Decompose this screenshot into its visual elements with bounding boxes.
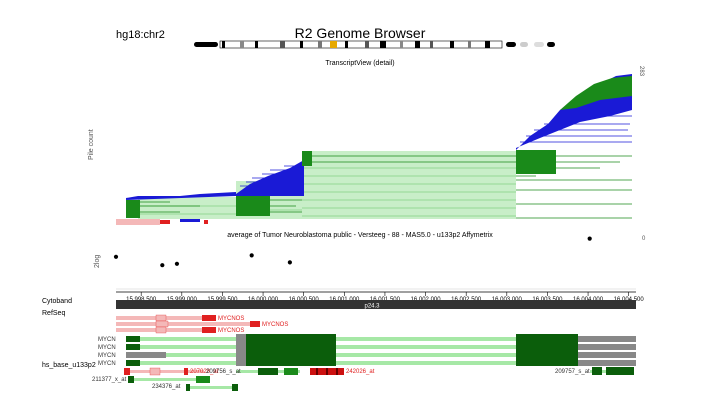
- pileup-plus-reads: [240, 115, 632, 187]
- refseq-track[interactable]: MYCNOS MYCNOS MYCNOS MYCN: [98, 314, 636, 367]
- probe-track[interactable]: 207028_at 209756_s_at 242026_at 209757_s…: [92, 367, 634, 391]
- probe-label: 209756_s_at: [206, 369, 241, 375]
- transcript-view-title: TranscriptView (detail): [325, 60, 395, 67]
- refseq-gene-label: MYCN: [98, 345, 116, 351]
- expression-point: [174, 261, 180, 266]
- expression-point: [287, 260, 292, 265]
- refseq-gene-mycnos-3[interactable]: MYCNOS: [116, 326, 244, 334]
- refseq-gene-label: MYCN: [98, 361, 116, 367]
- pileup-red-reads: [116, 219, 208, 225]
- expression-scale-label: 0: [642, 236, 646, 242]
- probe-label: 211377_x_at: [92, 377, 127, 383]
- probe-234376-at[interactable]: 234376_at: [152, 384, 238, 391]
- refseq-gene-mycn-4[interactable]: MYCN: [98, 358, 636, 367]
- probe-label: 234376_at: [152, 384, 181, 390]
- refseq-gene-mycnos-2[interactable]: MYCNOS: [116, 320, 288, 328]
- probe-label: 242026_at: [346, 369, 375, 375]
- probe-209757-s-at[interactable]: 209757_s_at: [555, 367, 634, 375]
- probe-207028-at[interactable]: 207028_at: [124, 367, 219, 376]
- probe-label: 209757_s_at: [555, 369, 590, 375]
- refseq-gene-label: MYCNOS: [218, 316, 244, 322]
- pileup-minus-reads: [140, 155, 632, 219]
- refseq-gene-mycn-2[interactable]: MYCN: [98, 342, 636, 351]
- page-title: R2 Genome Browser: [294, 25, 426, 41]
- refseq-gene-label: MYCN: [98, 337, 116, 343]
- refseq-gene-mycn-1[interactable]: MYCN: [98, 334, 636, 343]
- refseq-gene-label: MYCNOS: [218, 328, 244, 334]
- probe-track-label: hs_base_u133p2: [42, 362, 96, 369]
- expression-point: [160, 263, 165, 268]
- refseq-gene-label: MYCNOS: [262, 322, 288, 328]
- chromosome-ideogram[interactable]: [194, 40, 555, 49]
- refseq-gene-mycnos-1[interactable]: MYCNOS: [116, 314, 244, 322]
- cytoband-track[interactable]: p24.3: [116, 300, 636, 310]
- cytoband-track-label: Cytoband: [42, 298, 72, 305]
- probe-242026-at[interactable]: 242026_at: [310, 368, 375, 375]
- probe-209756-s-at[interactable]: 209756_s_at: [206, 368, 300, 375]
- expression-track-title: average of Tumor Neuroblastoma public - …: [227, 232, 493, 239]
- pileup-minus-strand: [126, 76, 632, 218]
- expression-point: [249, 253, 254, 258]
- refseq-gene-mycn-3[interactable]: MYCN: [98, 350, 636, 359]
- genome-build-label: hg18:chr2: [116, 29, 165, 41]
- cytoband-band-label: p24.3: [364, 304, 380, 310]
- probe-label: 207028_at: [190, 369, 219, 375]
- probe-211377-x-at[interactable]: 211377_x_at: [92, 376, 210, 383]
- pileup-light-spans: [138, 151, 516, 219]
- expression-point: [113, 254, 119, 259]
- refseq-gene-label: MYCN: [98, 353, 116, 359]
- expression-track: [113, 236, 636, 290]
- expression-point: [587, 236, 592, 241]
- refseq-track-label: RefSeq: [42, 310, 66, 317]
